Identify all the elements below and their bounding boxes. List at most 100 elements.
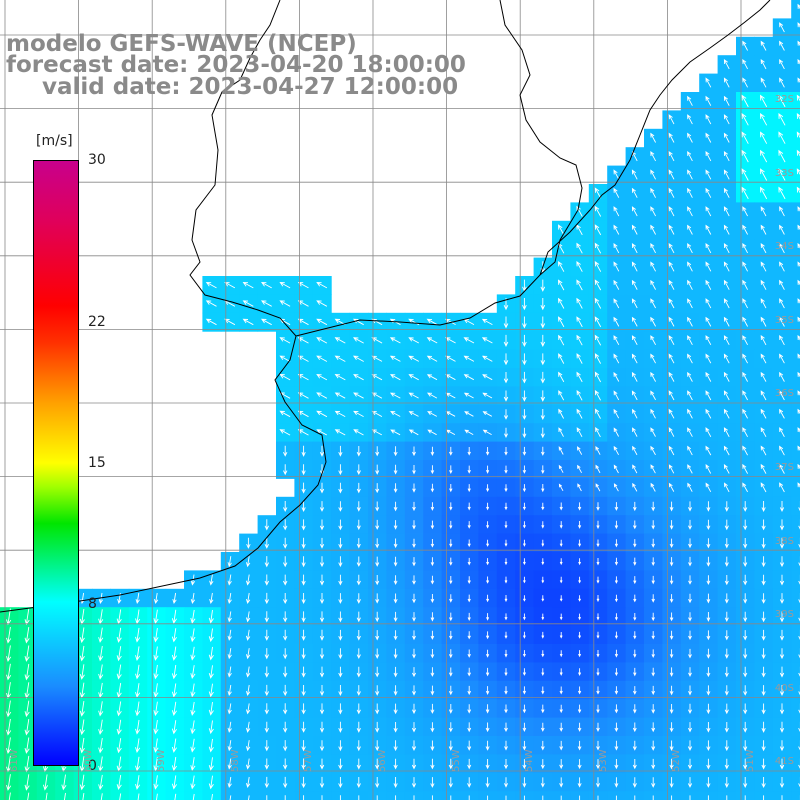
wind-arrow: [282, 501, 288, 513]
wind-arrow: [687, 261, 693, 272]
wind-arrow: [594, 334, 602, 346]
wind-arrow: [282, 648, 288, 660]
wind-arrow: [668, 187, 675, 198]
wind-arrow: [743, 703, 748, 715]
wind-arrow: [651, 704, 656, 714]
wind-arrow: [279, 282, 291, 289]
wind-arrow: [316, 429, 328, 436]
wind-arrow: [706, 685, 711, 696]
wind-arrow: [613, 242, 620, 254]
wind-speed-cell: [791, 92, 800, 111]
wind-arrow: [430, 557, 435, 567]
wind-arrow: [408, 318, 420, 326]
wind-arrow: [559, 521, 563, 529]
wind-arrow: [761, 537, 766, 549]
wind-arrow: [669, 557, 674, 567]
wind-arrow: [264, 740, 270, 752]
wind-speed-cell: [791, 662, 800, 682]
wind-arrow: [613, 427, 619, 437]
wind-arrow: [297, 392, 309, 399]
forecast-date: forecast date: 2023-04-20 18:00:00: [6, 52, 466, 78]
colorbar-unit: [m/s]: [36, 133, 73, 149]
wind-arrow: [135, 664, 141, 680]
colorbar-tick-label: 22: [88, 313, 106, 330]
wind-arrow: [594, 371, 601, 383]
wind-arrow: [393, 666, 398, 678]
wind-arrow: [412, 612, 416, 622]
wind-arrow: [705, 150, 712, 162]
wind-arrow: [282, 629, 288, 641]
wind-arrow: [576, 316, 583, 328]
wind-arrow: [576, 242, 583, 254]
longitude-label: 56W: [377, 749, 388, 772]
wind-arrow: [578, 613, 582, 621]
wind-arrow: [705, 408, 712, 419]
wind-arrow: [208, 628, 214, 643]
wind-speed-cell: [791, 772, 800, 792]
wind-arrow: [577, 759, 582, 770]
wind-arrow: [798, 611, 800, 622]
wind-arrow: [650, 371, 656, 382]
wind-arrow: [723, 206, 730, 217]
wind-arrow: [338, 740, 343, 752]
wind-arrow: [264, 629, 270, 641]
wind-arrow: [614, 613, 618, 621]
wind-arrow: [778, 149, 786, 163]
wind-arrow: [650, 150, 656, 162]
wind-arrow: [316, 373, 328, 381]
wind-arrow: [264, 721, 270, 733]
wind-arrow: [297, 410, 309, 418]
wind-arrow: [430, 465, 435, 475]
wind-arrow: [742, 58, 748, 70]
wind-arrow: [504, 704, 508, 714]
wind-speed-cell: [791, 460, 800, 479]
wind-arrow: [614, 777, 619, 788]
wind-arrow: [393, 556, 398, 567]
wind-arrow: [594, 242, 602, 254]
wind-arrow: [245, 703, 251, 715]
wind-arrow: [264, 537, 270, 549]
latitude-label: 36S: [774, 388, 794, 400]
wind-arrow: [558, 224, 565, 236]
wind-arrow: [338, 721, 343, 733]
wind-arrow: [742, 427, 748, 438]
wind-arrow: [669, 612, 674, 622]
wind-arrow: [412, 593, 416, 604]
wind-arrow: [779, 298, 785, 309]
wind-arrow: [650, 279, 656, 290]
wind-arrow: [79, 664, 85, 680]
wind-arrow: [779, 740, 785, 752]
wind-arrow: [559, 668, 563, 676]
wind-arrow: [522, 722, 527, 732]
wind-arrow: [411, 703, 417, 715]
wind-arrow: [171, 664, 177, 680]
wind-arrow: [190, 646, 196, 661]
wind-arrow: [297, 374, 309, 381]
wind-arrow: [669, 704, 674, 714]
wind-arrow: [614, 649, 619, 658]
wind-arrow: [301, 648, 306, 660]
wind-arrow: [135, 683, 141, 698]
wind-arrow: [338, 445, 343, 457]
wind-arrow: [687, 353, 693, 364]
wind-speed-cell: [791, 699, 800, 719]
wind-arrow: [742, 371, 748, 382]
wind-arrow: [650, 316, 656, 327]
wind-arrow: [119, 793, 122, 800]
wind-arrow: [760, 334, 767, 346]
wind-arrow: [597, 795, 599, 800]
wind-arrow: [557, 297, 565, 309]
wind-arrow: [116, 701, 122, 717]
wind-arrow: [650, 390, 656, 401]
wind-arrow: [669, 501, 674, 512]
wind-arrow: [761, 777, 766, 789]
wind-arrow: [522, 446, 527, 456]
wind-arrow: [741, 168, 749, 181]
wind-arrow: [430, 446, 435, 456]
wind-arrow: [798, 574, 800, 585]
wind-arrow: [208, 610, 214, 624]
wind-arrow: [522, 502, 526, 511]
wind-arrow: [760, 242, 767, 254]
wind-arrow: [687, 519, 693, 530]
wind-arrow: [779, 242, 785, 254]
